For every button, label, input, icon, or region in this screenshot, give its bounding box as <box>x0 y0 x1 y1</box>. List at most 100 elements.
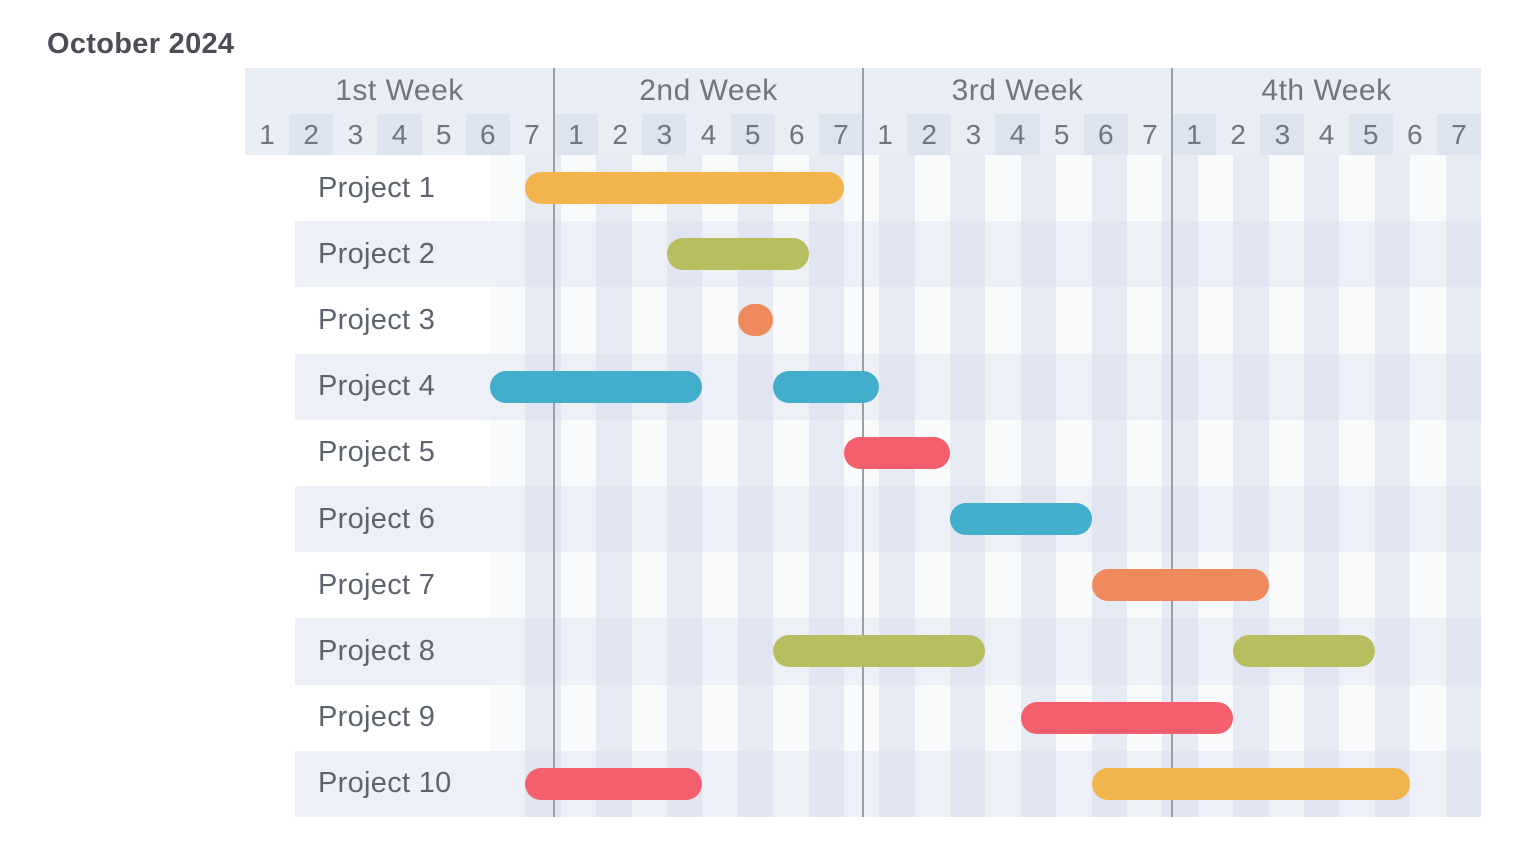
day-cell <box>1198 618 1233 684</box>
project-track <box>490 552 1481 619</box>
day-cell <box>1339 221 1374 287</box>
day-cell <box>1020 353 1057 420</box>
day-cell <box>702 685 737 751</box>
project-track <box>490 287 1481 354</box>
day-cell <box>561 221 596 287</box>
day-cell <box>596 419 632 486</box>
day-header-cell: 6 <box>1406 118 1423 150</box>
day-cell <box>1020 618 1057 685</box>
day-cell <box>490 618 525 684</box>
day-cell <box>950 155 986 222</box>
day-header-cell: 4 <box>377 114 422 155</box>
day-cell <box>1162 221 1198 288</box>
day-cell <box>1374 419 1411 486</box>
day-cell <box>737 485 774 553</box>
day-cell <box>950 419 986 486</box>
day-cell <box>525 684 561 751</box>
day-cell <box>737 552 774 619</box>
project-label: Project 5 <box>318 436 436 469</box>
week-header-label-3: 3rd Week <box>951 74 1084 107</box>
day-cell <box>915 486 950 552</box>
day-cell <box>1410 287 1445 353</box>
day-cell <box>632 552 667 618</box>
week-header-label-1: 1st Week <box>335 74 464 107</box>
project-label: Project 8 <box>318 634 436 667</box>
project-label: Project 7 <box>318 568 436 601</box>
day-cell <box>666 552 703 619</box>
day-cell <box>596 485 632 553</box>
day-cell <box>1374 552 1411 619</box>
project-row-6: Project 6 <box>245 485 1481 553</box>
day-cell <box>490 486 525 552</box>
day-header-cell: 6 <box>788 118 805 150</box>
day-cell <box>1020 221 1057 288</box>
gantt-bar-project-8 <box>1233 635 1375 668</box>
day-header-cell: 1 <box>259 118 275 150</box>
day-cell <box>737 750 774 817</box>
day-cell <box>1445 618 1481 685</box>
day-cell <box>879 552 915 619</box>
day-cell <box>1269 155 1304 221</box>
day-cell <box>632 287 667 353</box>
day-cell <box>1410 751 1445 817</box>
project-track <box>490 750 1481 817</box>
day-cell <box>844 552 879 618</box>
day-cell <box>1269 420 1304 486</box>
day-cell <box>1091 485 1128 553</box>
gantt-bar-project-4 <box>490 370 703 403</box>
day-cell <box>1339 552 1374 618</box>
day-cell <box>702 552 737 618</box>
day-cell <box>985 155 1020 221</box>
day-cell <box>1233 353 1269 420</box>
day-cell <box>1445 485 1481 553</box>
day-cell <box>1445 552 1481 619</box>
day-cell <box>844 751 879 817</box>
day-cell <box>666 287 703 354</box>
gantt-bar-project-9 <box>1020 701 1234 734</box>
day-header-cell: 3 <box>1260 114 1305 155</box>
day-cell <box>1198 486 1233 552</box>
day-cell <box>1162 618 1198 685</box>
day-cell <box>525 287 561 354</box>
day-header-cell: 5 <box>435 118 452 150</box>
day-cell <box>1020 155 1057 222</box>
day-cell <box>1127 221 1162 287</box>
day-cell <box>1127 420 1162 486</box>
day-cell <box>1091 287 1128 354</box>
day-cell <box>1445 750 1481 817</box>
day-cell <box>1269 685 1304 751</box>
week-header-label-4: 4th Week <box>1261 74 1392 107</box>
day-cell <box>879 221 915 288</box>
day-cell <box>1020 419 1057 486</box>
day-cell <box>1198 221 1233 287</box>
gantt-bar-project-8 <box>773 635 986 668</box>
day-cell <box>1339 420 1374 486</box>
day-header-cell: 4 <box>995 114 1040 155</box>
day-cell <box>1162 287 1198 354</box>
day-cell <box>561 287 596 353</box>
gantt-bar-project-5 <box>843 436 951 469</box>
day-header-cell: 3 <box>642 114 687 155</box>
day-cell <box>950 221 986 288</box>
day-cell <box>808 485 844 553</box>
day-cell <box>1410 552 1445 618</box>
day-cell <box>1233 155 1269 222</box>
project-row-8: Project 8 <box>245 618 1481 685</box>
day-header-cell: 7 <box>524 118 540 150</box>
day-cell <box>808 552 844 619</box>
day-cell <box>1091 353 1128 420</box>
day-cell <box>702 420 737 486</box>
day-header-cell: 2 <box>1230 118 1246 150</box>
day-header-cell: 2 <box>612 118 628 150</box>
day-cell <box>666 485 703 553</box>
day-cell <box>985 618 1020 684</box>
day-cell <box>596 552 632 619</box>
day-cell <box>490 552 525 618</box>
day-cell <box>490 751 525 817</box>
day-cell <box>1198 420 1233 486</box>
day-cell <box>1198 354 1233 420</box>
day-cell <box>1091 419 1128 486</box>
day-cell <box>879 485 915 553</box>
project-label: Project 1 <box>318 171 436 204</box>
project-track <box>490 419 1481 486</box>
